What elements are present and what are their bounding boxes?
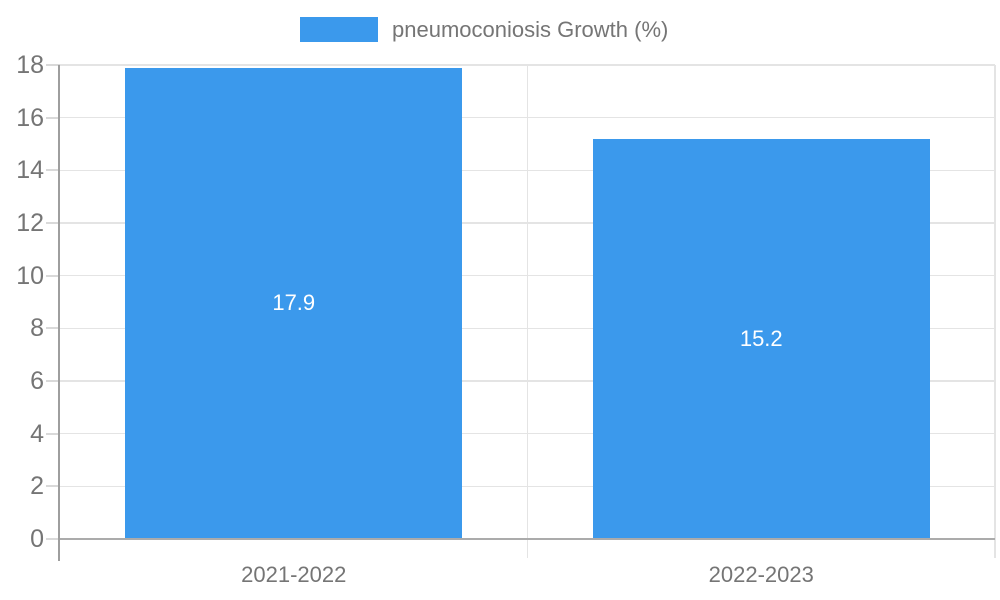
y-axis-line [58, 65, 60, 561]
plot-area: 0 2 4 6 8 10 12 14 16 18 17.9 2021-2022 15.2 2022-202… [16, 52, 996, 587]
y-tick-mark [46, 64, 60, 66]
bar-value-label: 17.9 [272, 290, 316, 316]
y-tick-label: 2 [30, 472, 44, 501]
y-tick-label: 14 [16, 156, 44, 185]
y-tick-mark [46, 380, 60, 382]
y-tick-label: 6 [30, 367, 44, 395]
bar [125, 67, 463, 539]
bar-value-label: 15.2 [739, 325, 783, 351]
y-tick-label: 10 [16, 261, 44, 290]
y-tick-label: 4 [30, 419, 44, 448]
y-tick-label: 16 [16, 103, 44, 132]
category-separator [994, 65, 996, 558]
x-axis-baseline [60, 538, 995, 540]
category-separator [526, 65, 529, 558]
y-tick-label: 18 [16, 51, 44, 79]
y-tick-label: 12 [16, 209, 44, 237]
x-tick-label: 2021-2022 [241, 562, 347, 587]
y-tick-mark [46, 116, 60, 119]
y-tick-mark [46, 169, 60, 172]
y-tick-mark [46, 222, 60, 224]
x-tick-label: 2022-2023 [708, 562, 814, 587]
y-tick-mark [46, 485, 60, 488]
y-tick-mark [46, 327, 60, 330]
y-tick-label: 0 [30, 525, 44, 553]
y-tick-mark [46, 538, 60, 540]
bar [592, 138, 930, 539]
y-tick-mark [46, 432, 60, 435]
legend-swatch [300, 17, 378, 42]
y-tick-mark [46, 274, 60, 277]
chart-legend: pneumoconiosis Growth (%) [300, 17, 668, 42]
legend-label: pneumoconiosis Growth (%) [392, 16, 669, 42]
y-tick-label: 8 [30, 314, 44, 343]
